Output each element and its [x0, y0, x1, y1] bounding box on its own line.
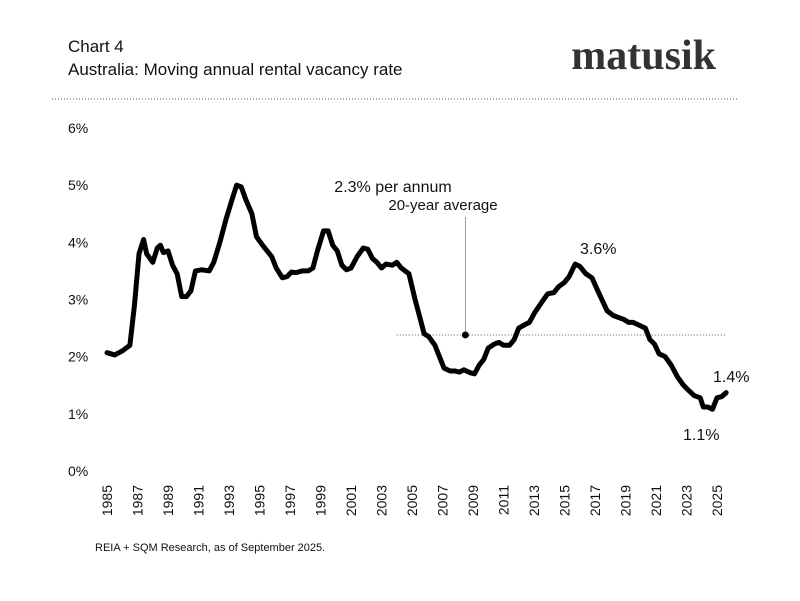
- x-tick-label: 1991: [191, 485, 207, 516]
- annotation: 1.4%: [713, 369, 749, 386]
- x-tick-label: 2011: [496, 485, 512, 515]
- y-tick-label: 6%: [68, 120, 88, 136]
- x-tick-label: 1989: [160, 485, 176, 516]
- x-tick-label: 2001: [343, 485, 359, 516]
- x-tick-label: 2009: [465, 485, 481, 516]
- x-tick-label: 2003: [374, 485, 390, 516]
- annotation: 3.6%: [580, 241, 616, 258]
- x-tick-label: 2013: [526, 485, 542, 516]
- x-tick-label: 1985: [99, 485, 115, 516]
- x-tick-label: 2021: [648, 485, 664, 516]
- y-tick-label: 4%: [68, 234, 88, 250]
- y-tick-label: 1%: [68, 406, 88, 422]
- x-tick-label: 2025: [709, 485, 725, 516]
- annotation: 1.1%: [683, 427, 719, 444]
- x-tick-label: 2023: [679, 485, 695, 516]
- x-tick-label: 2015: [557, 485, 573, 516]
- annotation: 20-year average: [388, 197, 497, 214]
- average-marker: [461, 331, 469, 339]
- x-tick-label: 2019: [618, 485, 634, 516]
- y-tick-label: 5%: [68, 177, 88, 193]
- x-tick-label: 2007: [435, 485, 451, 516]
- source-note: REIA + SQM Research, as of September 202…: [95, 542, 325, 554]
- chart-label: Chart 4: [68, 37, 124, 56]
- x-tick-label: 2017: [587, 485, 603, 516]
- y-tick-label: 2%: [68, 349, 88, 365]
- x-tick-label: 1987: [130, 485, 146, 516]
- x-tick-label: 1997: [282, 485, 298, 516]
- brand-logo: matusik: [571, 33, 716, 79]
- chart-title: Australia: Moving annual rental vacancy …: [68, 60, 403, 79]
- y-tick-label: 3%: [68, 292, 88, 308]
- annotation: 2.3% per annum: [334, 179, 451, 196]
- y-tick-label: 0%: [68, 463, 88, 479]
- x-tick-label: 1995: [252, 485, 268, 516]
- x-tick-label: 2005: [404, 485, 420, 516]
- x-tick-label: 1999: [313, 485, 329, 516]
- data-line: [104, 182, 729, 412]
- x-tick-label: 1993: [221, 485, 237, 516]
